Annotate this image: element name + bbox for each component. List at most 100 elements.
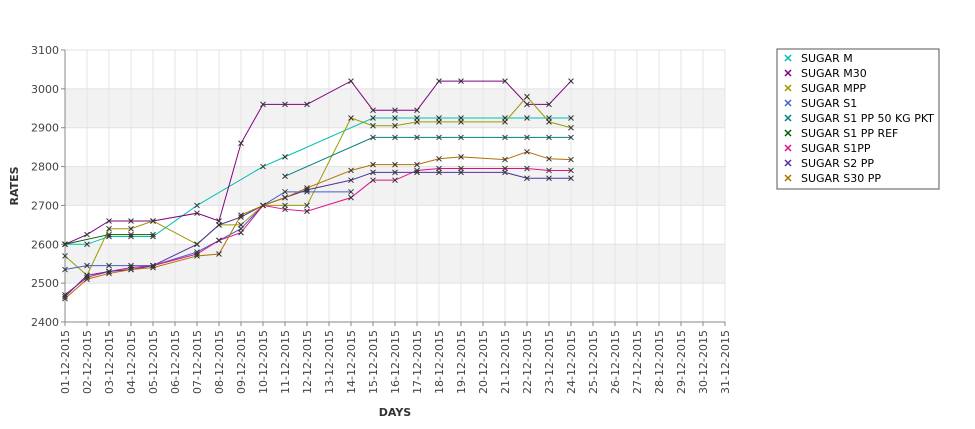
legend-item: SUGAR S30 PP	[784, 172, 881, 185]
data-point	[62, 266, 68, 273]
data-point-stroke	[62, 241, 68, 248]
data-point-stroke	[128, 233, 134, 240]
x-axis-title: DAYS	[379, 406, 412, 419]
data-point	[62, 241, 68, 248]
data-point	[282, 188, 288, 195]
data-point-stroke	[282, 194, 288, 201]
legend-item: SUGAR M30	[784, 67, 867, 80]
data-point-stroke	[238, 229, 244, 236]
legend-marker	[784, 144, 792, 152]
data-point	[414, 119, 420, 125]
data-point-stroke	[128, 264, 134, 271]
data-point-stroke	[150, 231, 156, 238]
data-point-stroke	[524, 134, 530, 141]
data-point	[348, 115, 354, 121]
data-point	[414, 107, 420, 114]
data-point-stroke	[436, 119, 442, 125]
x-tick-label: 04-12-2015	[125, 330, 138, 394]
data-point	[370, 134, 376, 141]
series-line	[64, 234, 153, 245]
data-point-stroke	[502, 156, 508, 163]
data-point-stroke	[84, 231, 90, 238]
data-point	[436, 119, 442, 125]
data-point	[392, 107, 398, 114]
x-tick-label: 25-12-2015	[587, 330, 600, 394]
data-point-stroke	[370, 177, 376, 184]
data-point-stroke	[524, 93, 530, 100]
data-point	[568, 124, 574, 131]
data-point	[282, 173, 288, 180]
data-point	[62, 253, 68, 259]
legend-marker	[784, 129, 792, 137]
data-point	[348, 188, 354, 195]
data-point-stroke	[524, 101, 530, 108]
data-point-stroke	[348, 177, 354, 184]
data-point	[392, 122, 398, 129]
data-point	[502, 78, 508, 84]
data-point	[502, 169, 508, 176]
data-point	[216, 222, 222, 228]
y-tick-label: 2800	[31, 161, 59, 174]
data-point	[458, 119, 464, 125]
y-tick-label: 3000	[31, 83, 59, 96]
x-tick-label: 07-12-2015	[191, 330, 204, 394]
data-point	[106, 268, 112, 275]
data-point	[84, 241, 90, 248]
data-point-stroke	[370, 161, 376, 168]
data-point	[392, 169, 398, 176]
data-point-stroke	[348, 194, 354, 201]
x-tick-label: 02-12-2015	[81, 330, 94, 394]
data-point	[128, 218, 134, 224]
x-tick-label: 29-12-2015	[675, 330, 688, 394]
x-tick-label: 10-12-2015	[257, 330, 270, 394]
data-point-stroke	[128, 225, 134, 232]
y-tick-label: 3100	[31, 44, 59, 57]
data-point-stroke	[150, 262, 156, 269]
legend-item: SUGAR S1PP	[784, 142, 871, 155]
data-point	[194, 202, 200, 209]
data-point	[128, 225, 134, 232]
x-tick-label: 19-12-2015	[455, 330, 468, 394]
data-point	[502, 134, 508, 141]
series-line	[284, 136, 571, 177]
data-point-stroke	[502, 119, 508, 125]
data-point	[260, 101, 266, 108]
data-point-stroke	[546, 155, 552, 162]
data-point	[260, 163, 266, 170]
data-point	[150, 264, 156, 271]
legend-marker	[784, 54, 792, 62]
y-tick-label: 2400	[31, 316, 59, 329]
x-tick-label: 18-12-2015	[433, 330, 446, 394]
data-point-stroke	[106, 225, 112, 232]
data-point-stroke	[524, 148, 530, 155]
legend-item: SUGAR S1 PP 50 KG PKT	[784, 112, 934, 125]
data-point	[370, 161, 376, 168]
data-point-stroke	[414, 134, 420, 141]
data-point-stroke	[128, 266, 134, 273]
data-point-stroke	[194, 251, 200, 257]
data-point-stroke	[304, 202, 310, 209]
y-tick-label: 2600	[31, 238, 59, 251]
data-point	[194, 210, 200, 217]
data-point-stroke	[568, 156, 574, 163]
data-point	[546, 155, 552, 162]
data-point-stroke	[568, 134, 574, 141]
data-point	[216, 251, 222, 257]
data-point-stroke	[238, 214, 244, 220]
data-point	[84, 276, 90, 283]
data-point	[106, 233, 112, 240]
x-tick-label: 17-12-2015	[411, 330, 424, 394]
data-point-stroke	[194, 253, 200, 259]
data-point	[568, 134, 574, 141]
data-point-stroke	[150, 233, 156, 240]
data-point	[568, 175, 574, 182]
legend-label: SUGAR S1PP	[801, 142, 871, 155]
data-point	[304, 185, 310, 191]
data-point-stroke	[414, 119, 420, 125]
data-point-stroke	[414, 161, 420, 168]
data-point-stroke	[370, 122, 376, 129]
x-tick-label: 23-12-2015	[543, 330, 556, 394]
data-point	[436, 134, 442, 141]
data-point	[524, 101, 530, 108]
